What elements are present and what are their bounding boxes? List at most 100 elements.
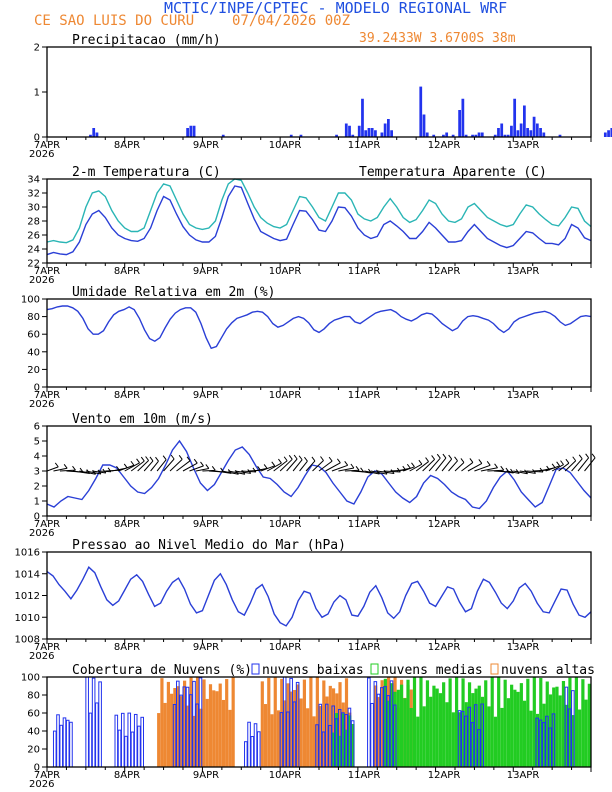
wind-barb-flag xyxy=(591,453,596,459)
wind-barb-flag xyxy=(425,457,429,462)
legend-label: nuvens medias xyxy=(381,663,483,678)
y-tick-label: 26 xyxy=(27,231,40,242)
cloud-bar-high xyxy=(380,680,384,767)
cloud-bar-high xyxy=(195,677,200,767)
wind-barb xyxy=(545,465,560,472)
y-tick-label: 1012 xyxy=(15,591,40,602)
cloud-bar-mid xyxy=(348,715,352,767)
wind-barb xyxy=(428,457,441,472)
cloud-bar-mid xyxy=(474,688,478,767)
cloud-bar-mid xyxy=(351,724,355,767)
wind-barb xyxy=(137,460,149,472)
wind-barb xyxy=(72,470,90,475)
y-tick-label: 100 xyxy=(21,673,40,684)
cloud-bar-mid xyxy=(510,684,514,767)
cloud-bar-high xyxy=(215,691,219,767)
precip-bar xyxy=(186,128,189,137)
wind-barb-flag xyxy=(311,456,316,462)
wind-barb xyxy=(150,460,159,472)
x-tick-label: 7APR xyxy=(34,642,60,653)
cloud-bar-mid xyxy=(341,713,345,767)
panel-6: Cobertura de Nuvens (%) 0 20 40 60 80 100 7APR 8… xyxy=(21,663,595,790)
cloud-bar-low xyxy=(124,735,128,768)
wind-barb xyxy=(461,462,474,472)
precip-bar xyxy=(464,134,468,137)
x-tick-label: 13APR xyxy=(507,390,540,401)
cloud-bar-low xyxy=(133,713,138,768)
cloud-bar-mid xyxy=(555,686,559,767)
precip-bar xyxy=(92,128,96,137)
cloud-bar-low xyxy=(250,736,255,768)
wind-barb-flag xyxy=(205,464,210,469)
cloud-bar-high xyxy=(170,693,174,767)
cloud-bar-mid xyxy=(548,694,553,767)
precip-bar xyxy=(289,134,293,137)
panel-title: Pressao ao Nivel Medio do Mar (hPa) xyxy=(72,538,346,553)
cloud-bar-high xyxy=(273,677,277,767)
x-tick-label: 7APR xyxy=(34,140,60,151)
cloud-bar-mid xyxy=(455,677,459,767)
panel-2: 2-m Temperatura (C) 22 24 26 28 30 32 34 7APR 8AP… xyxy=(27,165,592,286)
precip-bar xyxy=(419,86,423,137)
panel-title: Umidade Relativa em 2m (%) xyxy=(72,285,276,300)
cloud-bar-high xyxy=(325,696,329,767)
cloud-bar-mid xyxy=(497,677,501,767)
panel-frame xyxy=(46,178,592,264)
y-tick-label: 3 xyxy=(34,467,40,478)
wind-barb xyxy=(124,462,140,472)
cloud-bar-mid xyxy=(477,685,481,767)
wind-barb xyxy=(195,467,209,472)
precip-bar xyxy=(390,130,393,137)
precip-bar xyxy=(535,123,539,137)
legend-swatch xyxy=(490,663,499,675)
wind-barb-flag xyxy=(551,463,556,469)
wind-barb-flag xyxy=(500,465,505,471)
wind-barb-flag xyxy=(411,462,415,468)
precip-bar xyxy=(299,134,303,137)
x-tick-label: 13APR xyxy=(507,770,540,781)
wind-barb xyxy=(273,460,288,472)
wind-barb xyxy=(558,462,570,472)
cloud-bar-mid xyxy=(503,679,507,767)
wind-barb-flag xyxy=(556,461,561,467)
cloud-bar-mid xyxy=(493,716,498,767)
wind-barb-flag xyxy=(186,456,191,462)
cloud-bar-mid xyxy=(558,695,562,767)
cloud-bar-low xyxy=(117,729,122,768)
cloud-bar-mid xyxy=(438,693,442,767)
x-tick-label: 9APR xyxy=(193,642,219,653)
precip-bar xyxy=(344,123,348,137)
cloud-bar-mid xyxy=(412,677,417,767)
cloud-bar-mid xyxy=(344,729,349,767)
wind-barb-flag xyxy=(418,459,423,465)
cloud-bar-low xyxy=(247,721,251,768)
x-tick-label: 9APR xyxy=(193,519,219,530)
cloud-bar-mid xyxy=(422,706,426,767)
precip-bar xyxy=(529,130,533,137)
wind-barb xyxy=(182,462,198,472)
wind-barb-flag xyxy=(193,458,198,464)
panel-title: 2-m Temperatura (C) xyxy=(72,165,221,180)
precip-bar xyxy=(432,134,436,137)
cloud-bar-low xyxy=(244,741,248,768)
cloud-bar-low xyxy=(95,702,99,768)
cloud-bar-high xyxy=(228,709,232,767)
wind-barb xyxy=(221,470,239,475)
x-tick-label: 8APR xyxy=(114,770,140,781)
wind-barb xyxy=(364,470,380,475)
wind-barb-flag xyxy=(469,458,474,463)
cloud-bar-mid xyxy=(587,683,591,767)
wind-barb xyxy=(338,467,354,472)
cloud-bar-mid xyxy=(445,702,449,767)
y-tick-label: 0 xyxy=(34,133,40,144)
precip-bar xyxy=(422,114,426,137)
y-tick-label: 22 xyxy=(27,259,40,270)
precip-bar xyxy=(503,134,507,137)
wind-barb-flag xyxy=(54,462,59,468)
cloud-bar-mid xyxy=(419,677,423,767)
precip-bar xyxy=(361,98,364,137)
cloud-bar-mid xyxy=(461,678,465,767)
x-tick-label: 8APR xyxy=(114,642,140,653)
cloud-bar-mid xyxy=(571,715,575,767)
wind-barb-flag xyxy=(406,463,411,469)
